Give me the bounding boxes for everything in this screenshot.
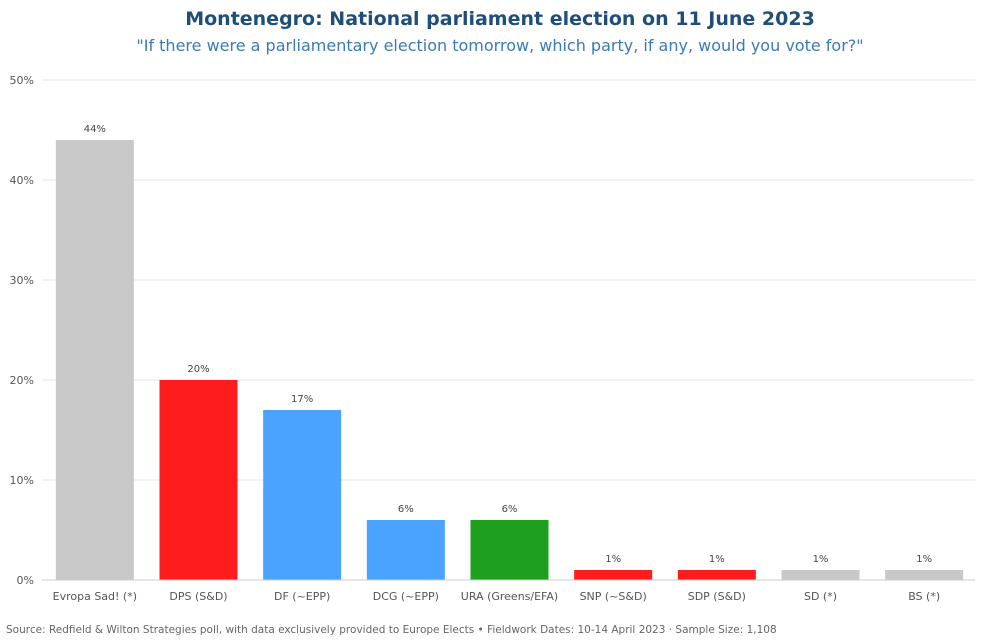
x-tick-label: DPS (S&D) (169, 590, 227, 603)
y-tick-label: 40% (10, 174, 34, 187)
bar (470, 520, 549, 580)
bar (677, 570, 756, 580)
source-note: Source: Redfield & Wilton Strategies pol… (6, 624, 777, 636)
data-label: 6% (502, 504, 518, 515)
chart-title: Montenegro: National parliament election… (185, 8, 815, 30)
bar (263, 410, 342, 580)
bars (55, 140, 964, 580)
bar (55, 140, 134, 580)
bar (781, 570, 860, 580)
x-tick-label: BS (*) (908, 590, 940, 603)
bar (366, 520, 445, 580)
data-label: 1% (813, 554, 829, 565)
y-tick-label: 10% (10, 474, 34, 487)
x-tick-label: SDP (S&D) (688, 590, 746, 603)
data-labels: 44% 20% 17% 6% 6% 1% 1% 1% 1% (84, 124, 932, 565)
y-tick-label: 50% (10, 74, 34, 87)
y-tick-label: 0% (17, 574, 34, 587)
bar (574, 570, 653, 580)
x-tick-label: Evropa Sad! (*) (53, 590, 137, 603)
x-tick-label: DF (~EPP) (274, 590, 330, 603)
x-tick-label: DCG (~EPP) (373, 590, 439, 603)
bar (159, 380, 238, 580)
data-label: 44% (84, 124, 106, 135)
data-label: 1% (709, 554, 725, 565)
data-label: 6% (398, 504, 414, 515)
y-axis: 0% 10% 20% 30% 40% 50% (10, 74, 34, 587)
x-tick-label: SD (*) (804, 590, 837, 603)
bar (885, 570, 964, 580)
x-axis: Evropa Sad! (*) DPS (S&D) DF (~EPP) DCG (~E… (42, 579, 975, 603)
x-tick-label: SNP (~S&D) (580, 590, 647, 603)
data-label: 1% (916, 554, 932, 565)
y-tick-label: 30% (10, 274, 34, 287)
bar-chart: 0%10%20%30%40%50% 44%20%17%6% 6%1% 1% 1% 1% … (10, 74, 975, 603)
data-label: 1% (605, 554, 621, 565)
x-tick-label: URA (Greens/EFA) (461, 590, 558, 603)
chart-subtitle: "If there were a parliamentary election … (136, 36, 864, 55)
data-label: 17% (291, 394, 313, 405)
data-label: 20% (187, 364, 209, 375)
y-tick-label: 20% (10, 374, 34, 387)
